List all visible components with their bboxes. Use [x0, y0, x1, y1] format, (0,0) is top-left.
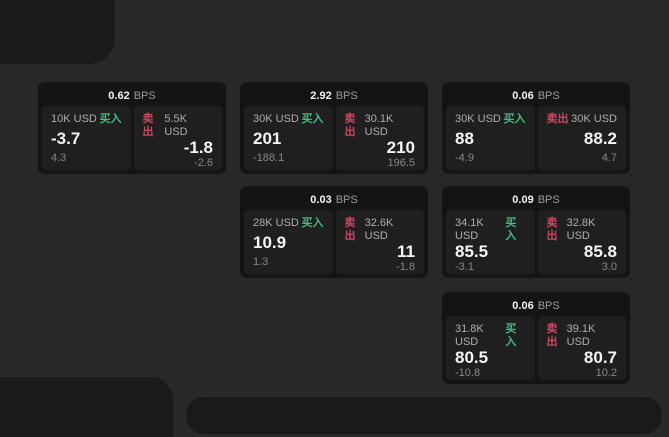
sell-sub-value: 196.5 [387, 157, 415, 169]
bps-header: 2.92 BPS [244, 86, 424, 106]
bps-value: 0.06 [512, 90, 534, 102]
buy-panel[interactable]: 30K USD 买入 201 -188.1 [244, 106, 333, 170]
sell-notional: 32.8K USD [566, 217, 596, 242]
sell-panel[interactable]: 卖出 39.1K USD 80.7 10.2 [537, 316, 626, 380]
bps-value: 0.09 [512, 194, 534, 206]
buy-tag: 买入 [505, 217, 517, 242]
quote-card: 0.62 BPS 10K USD 买入 -3.7 4.3 卖出 5.5K USD… [38, 82, 226, 174]
sell-price: 80.7 [583, 348, 617, 367]
buy-notional: 28K USD [253, 217, 299, 229]
buy-panel[interactable]: 31.8K USD 买入 80.5 -10.8 [446, 316, 535, 380]
quote-card: 0.06 BPS 30K USD 买入 88 -4.9 卖出 30K USD 8… [442, 82, 630, 174]
buy-panel[interactable]: 34.1K USD 买入 85.5 -3.1 [446, 210, 535, 274]
partial-panel-top-left [0, 0, 115, 64]
buy-price: -3.7 [51, 129, 81, 148]
bps-unit-label: BPS [335, 194, 358, 206]
buy-price: 10.9 [253, 233, 287, 252]
bps-unit-label: BPS [335, 90, 358, 102]
quote-card: 0.09 BPS 34.1K USD 买入 85.5 -3.1 卖出 32.8K… [442, 186, 630, 278]
buy-panel[interactable]: 10K USD 买入 -3.7 4.3 [42, 106, 131, 170]
bps-value: 2.92 [310, 90, 332, 102]
bps-unit-label: BPS [537, 90, 560, 102]
buy-notional: 30K USD [455, 113, 501, 125]
buy-notional: 34.1K USD [455, 217, 484, 242]
sell-notional: 30K USD [571, 113, 617, 125]
sell-sub-value: 4.7 [601, 152, 617, 164]
sell-tag: 卖出 [546, 113, 569, 125]
bps-header: 0.06 BPS [446, 296, 626, 316]
buy-sub-value: -3.1 [455, 261, 474, 273]
sell-notional: 5.5K USD [164, 113, 188, 138]
sell-tag: 卖出 [142, 113, 154, 138]
sell-notional: 32.6K USD [364, 217, 394, 242]
sell-sub-value: -1.8 [396, 261, 415, 273]
buy-sub-value: 4.3 [51, 152, 67, 164]
sell-tag: 卖出 [344, 217, 356, 242]
buy-tag: 买入 [99, 113, 122, 125]
bps-header: 0.03 BPS [244, 190, 424, 210]
buy-sub-value: -4.9 [455, 152, 474, 164]
buy-sub-value: -10.8 [455, 367, 481, 379]
buy-price: 85.5 [455, 242, 489, 261]
buy-notional: 10K USD [51, 113, 97, 125]
buy-panel[interactable]: 28K USD 买入 10.9 1.3 [244, 210, 333, 274]
bps-header: 0.09 BPS [446, 190, 626, 210]
sell-price: 210 [386, 138, 415, 157]
sell-sub-value: -2.6 [194, 157, 213, 169]
sell-price: -1.8 [183, 138, 213, 157]
partial-panel-bottom-left [0, 377, 173, 437]
quote-card: 2.92 BPS 30K USD 买入 201 -188.1 卖出 30.1K … [240, 82, 428, 174]
bps-unit-label: BPS [133, 90, 156, 102]
sell-panel[interactable]: 卖出 32.8K USD 85.8 3.0 [537, 210, 626, 274]
buy-price: 88 [455, 129, 474, 148]
bps-value: 0.03 [310, 194, 332, 206]
sell-tag: 卖出 [546, 323, 558, 348]
sell-price: 85.8 [583, 242, 617, 261]
buy-tag: 买入 [503, 113, 526, 125]
sell-sub-value: 3.0 [601, 261, 617, 273]
buy-notional: 31.8K USD [455, 323, 484, 348]
bps-header: 0.62 BPS [42, 86, 222, 106]
sell-notional: 39.1K USD [566, 323, 596, 348]
quote-card: 0.06 BPS 31.8K USD 买入 80.5 -10.8 卖出 39.1… [442, 292, 630, 384]
buy-sub-value: -188.1 [253, 152, 285, 164]
buy-notional: 30K USD [253, 113, 299, 125]
buy-sub-value: 1.3 [253, 256, 269, 268]
sell-panel[interactable]: 卖出 5.5K USD -1.8 -2.6 [133, 106, 222, 170]
buy-tag: 买入 [301, 217, 324, 229]
buy-tag: 买入 [505, 323, 517, 348]
sell-panel[interactable]: 卖出 32.6K USD 11 -1.8 [335, 210, 424, 274]
buy-price: 201 [253, 129, 282, 148]
buy-price: 80.5 [455, 348, 489, 367]
sell-price: 11 [397, 242, 415, 261]
bps-unit-label: BPS [537, 194, 560, 206]
sell-notional: 30.1K USD [364, 113, 394, 138]
buy-tag: 买入 [301, 113, 324, 125]
bps-value: 0.62 [108, 90, 130, 102]
quote-card: 0.03 BPS 28K USD 买入 10.9 1.3 卖出 32.6K US… [240, 186, 428, 278]
bps-header: 0.06 BPS [446, 86, 626, 106]
sell-tag: 卖出 [344, 113, 356, 138]
sell-price: 88.2 [583, 129, 617, 148]
sell-sub-value: 10.2 [595, 367, 617, 379]
bps-unit-label: BPS [537, 300, 560, 312]
buy-panel[interactable]: 30K USD 买入 88 -4.9 [446, 106, 535, 170]
sell-tag: 卖出 [546, 217, 558, 242]
sell-panel[interactable]: 卖出 30.1K USD 210 196.5 [335, 106, 424, 170]
partial-panel-bottom [186, 397, 662, 434]
sell-panel[interactable]: 卖出 30K USD 88.2 4.7 [537, 106, 626, 170]
bps-value: 0.06 [512, 300, 534, 312]
